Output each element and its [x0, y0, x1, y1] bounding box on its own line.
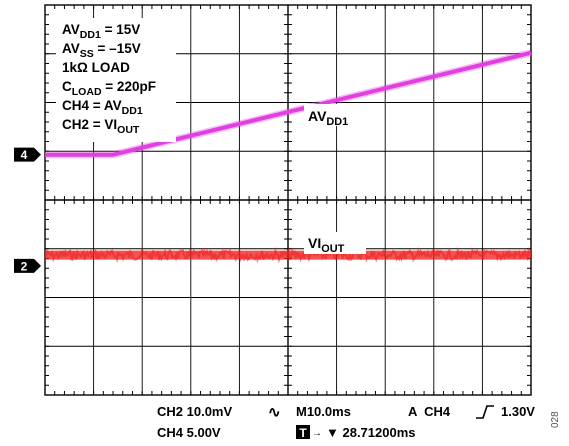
- condition-line-subscript: SS: [80, 48, 94, 60]
- vi-out-label-subscript: OUT: [321, 243, 344, 255]
- condition-line-suffix: = 220pF: [102, 79, 156, 94]
- av-dd1-label-main: AV: [308, 108, 327, 124]
- graticule: [44, 4, 532, 396]
- condition-line-main: C: [62, 79, 72, 94]
- condition-line-subscript: DD1: [122, 105, 143, 117]
- channel-marker-tag: [14, 258, 41, 273]
- channel-marker-label: 2: [21, 259, 28, 273]
- condition-line: 1kΩ LOAD: [62, 60, 130, 75]
- condition-line-main: CH2 = VI: [62, 117, 117, 132]
- trigger-level: 1.30V: [501, 404, 535, 419]
- condition-line-subscript: LOAD: [72, 86, 102, 98]
- condition-line: CH4 = AVDD1: [62, 98, 143, 117]
- channel-marker-tag: [14, 147, 41, 162]
- conditions-backdrop: [56, 18, 176, 142]
- screen-border: [44, 4, 532, 396]
- condition-line-subscript: OUT: [117, 124, 140, 136]
- condition-line-main: CH4 = AV: [62, 98, 122, 113]
- trigger-marker-label: T: [299, 426, 307, 440]
- settings-readout: CH2 10.0mV CH4 5.00V ∿ M10.0ms A CH4 1.3…: [157, 404, 535, 440]
- condition-line: AVDD1 = 15V: [62, 22, 140, 41]
- ch4-scale: CH4 5.00V: [157, 425, 221, 440]
- trigger-marker-box: [296, 425, 310, 439]
- trigger-position: ▼ 28.71200ms: [326, 425, 416, 440]
- condition-line-main: AV: [62, 22, 80, 37]
- timebase: M10.0ms: [296, 404, 351, 419]
- trigger-source: A CH4: [408, 404, 451, 419]
- condition-line: CLOAD = 220pF: [62, 79, 156, 98]
- av-dd1-label-subscript: DD1: [326, 116, 348, 128]
- vi-label-backdrop: [304, 232, 366, 254]
- av-label-backdrop: [304, 104, 364, 126]
- av-dd1-trace: [45, 50, 532, 157]
- condition-line: AVSS = –15V: [62, 41, 141, 60]
- coupling-symbol: ∿: [268, 404, 281, 421]
- av-dd1-label: AVDD1: [308, 108, 348, 128]
- ch2-scale: CH2 10.0mV: [157, 404, 232, 419]
- condition-line-main: AV: [62, 41, 80, 56]
- trigger-slope-icon: [476, 405, 494, 419]
- channel-marker-label: 4: [21, 148, 28, 162]
- vi-out-label-main: VI: [308, 235, 321, 251]
- figure-id-text: 028: [550, 411, 561, 428]
- condition-line-suffix: = 15V: [101, 22, 140, 37]
- traces: [44, 49, 532, 264]
- vi-out-label: VIOUT: [308, 235, 345, 255]
- channel-markers: 42: [14, 147, 41, 273]
- figure-id: 028: [550, 411, 561, 428]
- condition-line: CH2 = VIOUT: [62, 117, 140, 136]
- condition-line-subscript: DD1: [80, 29, 101, 41]
- condition-line-main: 1kΩ LOAD: [62, 60, 130, 75]
- condition-line-suffix: = –15V: [94, 41, 141, 56]
- trigger-arrow-icon: →: [312, 428, 322, 439]
